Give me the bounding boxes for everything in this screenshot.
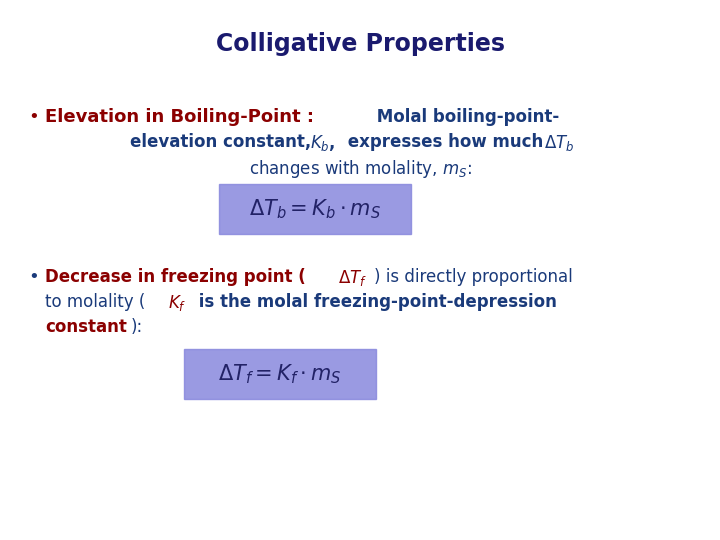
Text: $K_f$: $K_f$ xyxy=(168,293,186,313)
FancyBboxPatch shape xyxy=(219,184,411,234)
Text: ) is directly proportional: ) is directly proportional xyxy=(374,268,572,286)
Text: constant: constant xyxy=(45,318,127,336)
Text: Decrease in freezing point (: Decrease in freezing point ( xyxy=(45,268,306,286)
Text: ):: ): xyxy=(131,318,143,336)
FancyBboxPatch shape xyxy=(184,349,376,399)
Text: elevation constant,: elevation constant, xyxy=(130,133,317,151)
Text: expresses how much: expresses how much xyxy=(342,133,549,151)
Text: $K_b$,: $K_b$, xyxy=(310,133,336,153)
Text: $\Delta T_f$: $\Delta T_f$ xyxy=(338,268,367,288)
Text: to molality (: to molality ( xyxy=(45,293,145,311)
Text: Colligative Properties: Colligative Properties xyxy=(215,32,505,56)
Text: $\Delta T_f = K_f \cdot m_S$: $\Delta T_f = K_f \cdot m_S$ xyxy=(218,362,342,386)
Text: changes with molality, $m_S$:: changes with molality, $m_S$: xyxy=(248,158,472,180)
Text: is the molal freezing-point-depression: is the molal freezing-point-depression xyxy=(193,293,557,311)
Text: $\Delta T_b = K_b \cdot m_S$: $\Delta T_b = K_b \cdot m_S$ xyxy=(249,197,381,221)
Text: •: • xyxy=(28,268,39,286)
Text: $\Delta T_b$: $\Delta T_b$ xyxy=(544,133,575,153)
Text: Elevation in Boiling-Point :: Elevation in Boiling-Point : xyxy=(45,108,314,126)
Text: •: • xyxy=(28,108,39,126)
Text: Molal boiling-point-: Molal boiling-point- xyxy=(371,108,559,126)
